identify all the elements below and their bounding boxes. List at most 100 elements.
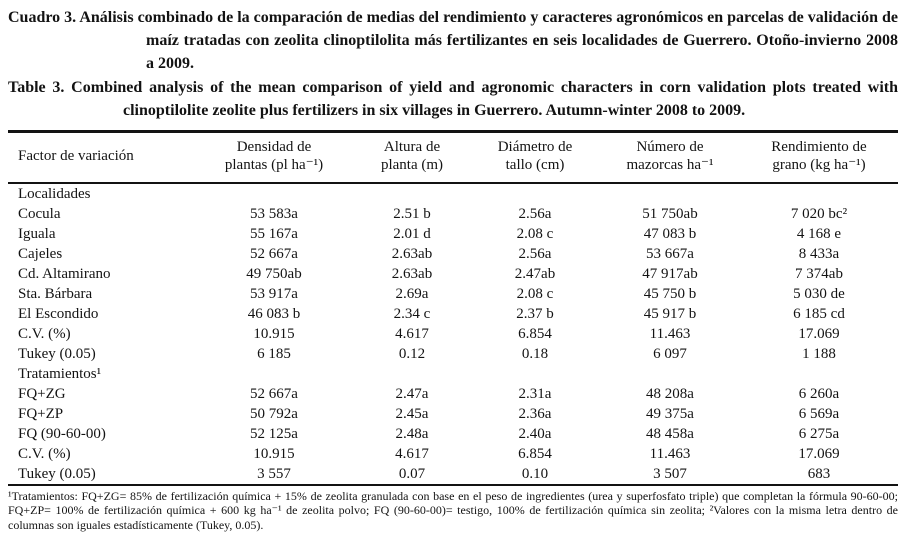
table-cell: 48 208a <box>646 385 694 402</box>
table-cell: 0.07 <box>398 465 426 482</box>
table-cell: 2.63ab <box>391 265 433 282</box>
row-label: Cocula <box>18 205 61 222</box>
table-cell <box>600 364 740 384</box>
table-body: Localidades Cocula 53 583a 2.51 b 2.56a 51 75… <box>8 183 898 485</box>
table-cell: 7 374ab <box>795 265 843 282</box>
table-row: Sta. Bárbara 53 917a 2.69a 2.08 c 45 750 b 5 … <box>8 284 898 304</box>
table-header: Factor de variación Densidad de plantas (… <box>8 131 898 184</box>
table-cell <box>470 364 600 384</box>
table-cell: 17.069 <box>798 325 840 342</box>
table-cell: 2.45a <box>395 405 429 422</box>
table-row: C.V. (%) 10.915 4.617 6.854 11.463 17.069 <box>8 324 898 344</box>
table-cell: 6 569a <box>798 405 840 422</box>
table-cell: 53 667a <box>646 245 694 262</box>
row-label: C.V. (%) <box>18 325 71 342</box>
table-cell: 6 260a <box>798 385 840 402</box>
table-cell: 0.10 <box>521 465 549 482</box>
table-cell: 2.31a <box>518 385 552 402</box>
table-cell: 2.37 b <box>516 305 554 322</box>
table-cell <box>354 364 470 384</box>
section-row: Tratamientos¹ <box>8 364 898 384</box>
row-label: Iguala <box>18 225 56 242</box>
caption-spanish: Cuadro 3. Análisis combinado de la compa… <box>8 9 898 73</box>
table-cell: 50 792a <box>250 405 298 422</box>
table-cell: 6.854 <box>518 445 552 462</box>
table-cell: 6 185 cd <box>793 305 845 322</box>
table-cell: 7 020 bc² <box>790 205 848 222</box>
table-cell: 48 458a <box>646 425 694 442</box>
table-cell: 2.08 c <box>516 285 554 302</box>
table-cell: 4.617 <box>395 325 429 342</box>
table-cell: 2.47ab <box>514 265 556 282</box>
table-cell: 4 168 e <box>796 225 842 242</box>
table-cell: 2.48a <box>395 425 429 442</box>
table-cell: 53 583a <box>250 205 298 222</box>
table-cell: 8 433a <box>798 245 840 262</box>
table-cell: 2.36a <box>518 405 552 422</box>
caption-english: Table 3. Combined analysis of the mean c… <box>8 78 898 119</box>
table-cell: 49 375a <box>646 405 694 422</box>
table-cell: 3 557 <box>257 465 291 482</box>
table-cell: 5 030 de <box>793 285 845 302</box>
table-cell: 11.463 <box>649 445 691 462</box>
section-row: Localidades <box>8 183 898 204</box>
table-cell: 47 917ab <box>642 265 698 282</box>
column-header: Número de mazorcas ha⁻¹ <box>600 131 740 184</box>
table-cell: 11.463 <box>649 325 691 342</box>
table-cell: 0.18 <box>521 345 549 362</box>
table-cell: 2.40a <box>518 425 552 442</box>
row-label: Localidades <box>18 185 91 202</box>
table-row: Cocula 53 583a 2.51 b 2.56a 51 750ab 7 020 bc… <box>8 204 898 224</box>
row-label: Tukey (0.05) <box>18 465 96 482</box>
table-cell <box>600 183 740 204</box>
table-footnote: ¹Tratamientos: FQ+ZG= 85% de fertilizaci… <box>8 488 898 532</box>
table-cell: 17.069 <box>798 445 840 462</box>
table-cell: 3 507 <box>653 465 687 482</box>
column-header: Rendimiento de grano (kg ha⁻¹) <box>740 131 898 184</box>
table-cell: 10.915 <box>253 325 295 342</box>
table-cell: 2.51 b <box>393 205 431 222</box>
table-cell: 2.69a <box>395 285 429 302</box>
table-cell <box>470 183 600 204</box>
table-row: Tukey (0.05) 6 185 0.12 0.18 6 097 1 188 <box>8 344 898 364</box>
table-cell: 2.56a <box>518 245 552 262</box>
table-cell: 51 750ab <box>642 205 698 222</box>
table-cell: 1 188 <box>802 345 836 362</box>
table-row: FQ (90-60-00) 52 125a 2.48a 2.40a 48 458a 6 2… <box>8 424 898 444</box>
table-row: El Escondido 46 083 b 2.34 c 2.37 b 45 917 b… <box>8 304 898 324</box>
table-cell <box>194 364 354 384</box>
table-row: Cd. Altamirano 49 750ab 2.63ab 2.47ab 47 917… <box>8 264 898 284</box>
table-cell: 2.63ab <box>391 245 433 262</box>
table-cell: 49 750ab <box>246 265 302 282</box>
table-row: Cajeles 52 667a 2.63ab 2.56a 53 667a 8 433a <box>8 244 898 264</box>
column-header: Diámetro de tallo (cm) <box>470 131 600 184</box>
table-cell: 46 083 b <box>247 305 301 322</box>
table-cell: 2.34 c <box>393 305 431 322</box>
row-label: C.V. (%) <box>18 445 71 462</box>
table-cell: 2.08 c <box>516 225 554 242</box>
table-row: C.V. (%) 10.915 4.617 6.854 11.463 17.069 <box>8 444 898 464</box>
table-cell: 6 275a <box>798 425 840 442</box>
table-cell <box>354 183 470 204</box>
table-cell: 6 097 <box>653 345 687 362</box>
column-header: Factor de variación <box>8 131 194 184</box>
table-cell: 53 917a <box>250 285 298 302</box>
row-label: Cajeles <box>18 245 63 262</box>
table-cell: 10.915 <box>253 445 295 462</box>
table-cell: 2.56a <box>518 205 552 222</box>
row-label: Sta. Bárbara <box>18 285 93 302</box>
column-header: Altura de planta (m) <box>354 131 470 184</box>
table-cell: 52 667a <box>250 245 298 262</box>
table-cell <box>740 183 898 204</box>
table-cell: 55 167a <box>250 225 298 242</box>
table-row: FQ+ZP 50 792a 2.45a 2.36a 49 375a 6 569a <box>8 404 898 424</box>
row-label: FQ+ZP <box>18 405 64 422</box>
results-table: Factor de variación Densidad de plantas (… <box>8 129 898 486</box>
table-cell: 47 083 b <box>643 225 697 242</box>
table-cell <box>194 183 354 204</box>
table-cell: 6 185 <box>257 345 291 362</box>
table-cell: 2.47a <box>395 385 429 402</box>
row-label: Tukey (0.05) <box>18 345 96 362</box>
header-row: Factor de variación Densidad de plantas (… <box>8 131 898 184</box>
